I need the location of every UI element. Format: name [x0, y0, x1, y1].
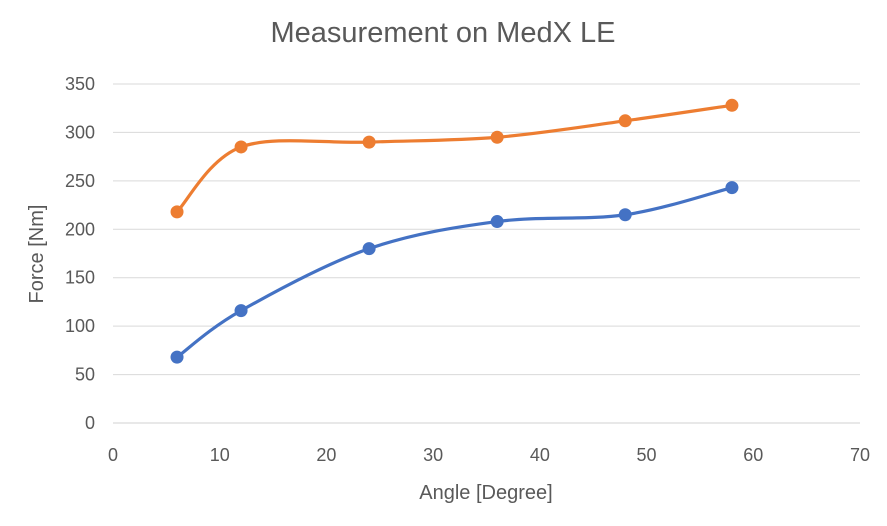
y-tick-label: 300	[65, 122, 95, 142]
y-tick-label: 350	[65, 74, 95, 94]
y-tick-label: 50	[75, 365, 95, 385]
series-1-line	[175, 186, 734, 359]
x-tick-label: 0	[108, 445, 118, 465]
series-2-line	[175, 103, 734, 214]
grid-layer	[113, 83, 860, 424]
series-1-point	[234, 304, 248, 318]
x-tick-label: 70	[850, 445, 870, 465]
x-axis-label: Angle [Degree]	[419, 482, 552, 504]
series-2-point	[618, 114, 632, 128]
y-axis-label: Force [Nm]	[26, 205, 48, 304]
x-tick-label: 50	[637, 445, 657, 465]
series-2-point	[234, 140, 248, 154]
y-tick-label: 200	[65, 219, 95, 239]
series-2-point	[490, 130, 504, 144]
series-2-point	[362, 135, 376, 149]
y-axis-ticks: 0 50 100 150 200 250 300 350	[65, 74, 95, 433]
x-tick-label: 30	[423, 445, 443, 465]
series-1-point	[170, 350, 184, 364]
chart-title: Measurement on MedX LE	[271, 17, 616, 49]
series-2-point	[170, 205, 184, 219]
x-tick-label: 20	[316, 445, 336, 465]
x-tick-label: 60	[743, 445, 763, 465]
series-1-point	[362, 242, 376, 256]
y-tick-label: 0	[85, 413, 95, 433]
x-tick-label: 40	[530, 445, 550, 465]
series-layer	[170, 98, 739, 364]
series-1-point	[618, 208, 632, 222]
series-2-point	[725, 98, 739, 112]
x-tick-label: 10	[210, 445, 230, 465]
series-1-point	[725, 181, 739, 195]
y-tick-label: 250	[65, 171, 95, 191]
series-1-point	[490, 215, 504, 229]
x-axis-ticks: 0 10 20 30 40 50 60 70	[108, 445, 870, 465]
y-tick-label: 150	[65, 268, 95, 288]
y-tick-label: 100	[65, 316, 95, 336]
